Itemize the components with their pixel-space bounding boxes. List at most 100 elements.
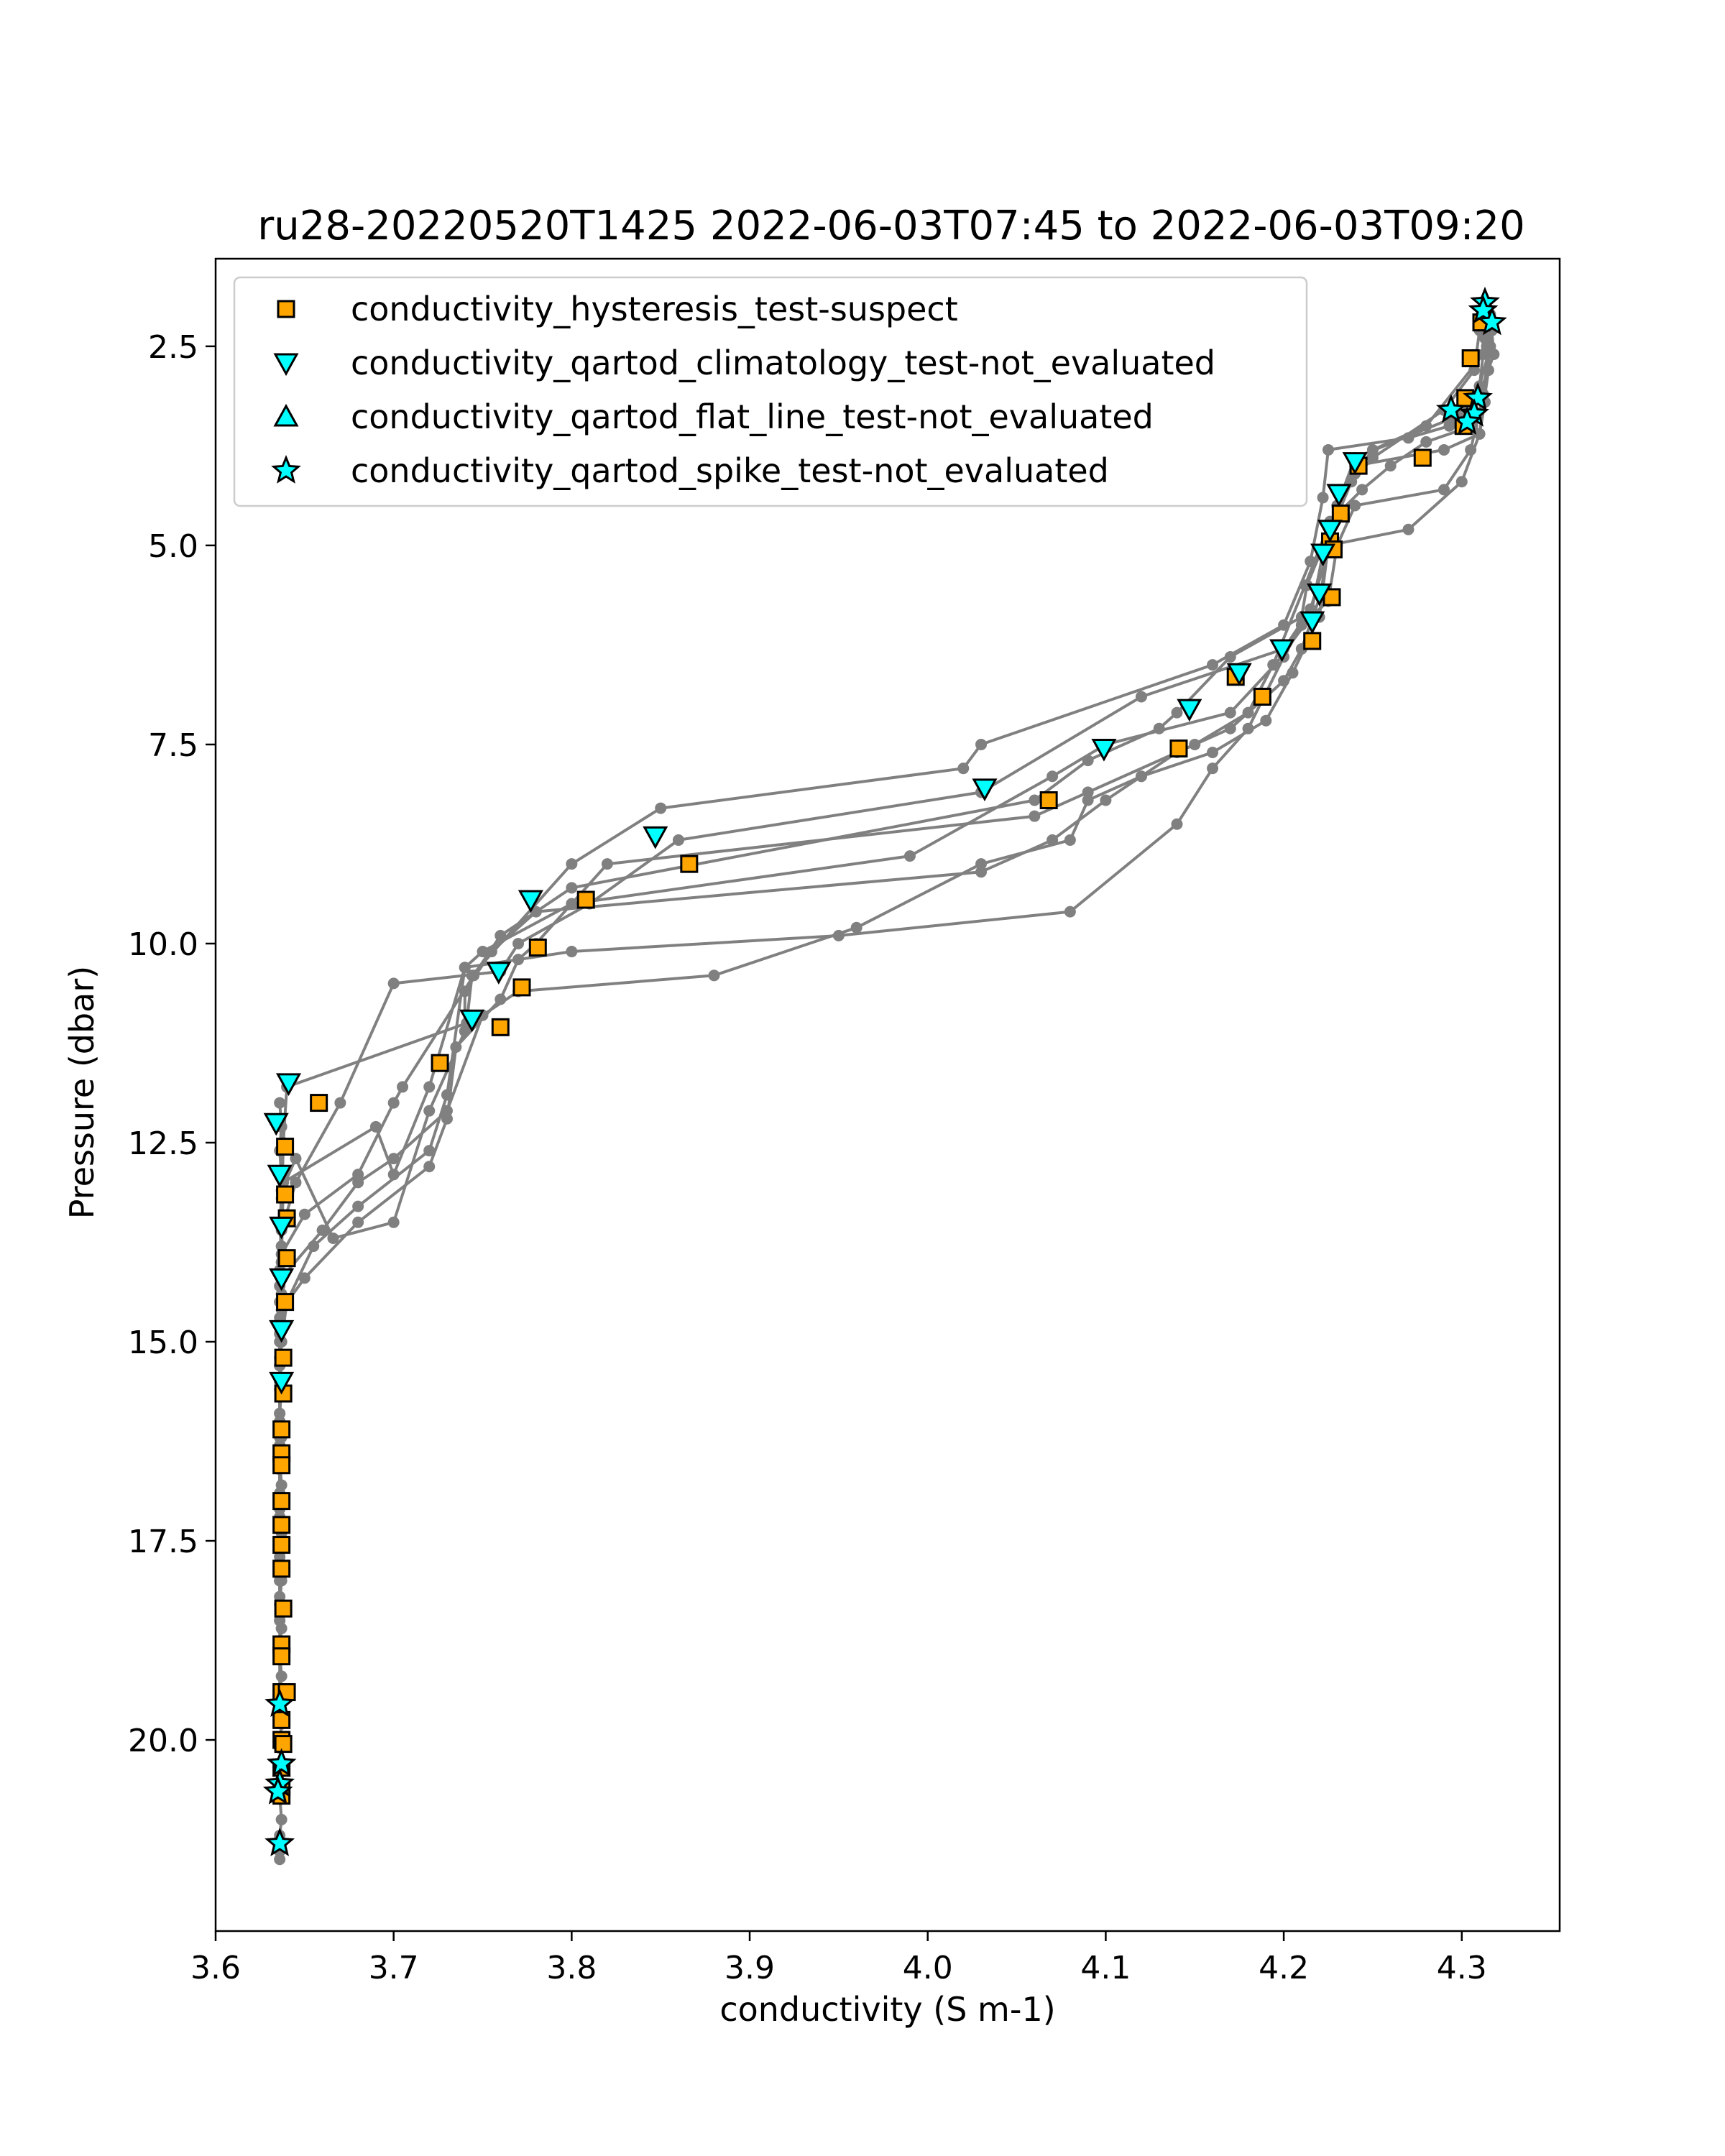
climatology-marker	[459, 1009, 485, 1033]
profile-point	[1207, 659, 1219, 671]
profile-point	[275, 1670, 288, 1682]
profile-point	[423, 1105, 436, 1117]
profile-point	[1171, 706, 1183, 719]
climatology-marker	[269, 1319, 295, 1343]
profile-point	[1322, 443, 1335, 456]
climatology-marker	[1269, 639, 1295, 663]
climatology-marker	[1342, 452, 1368, 475]
suspect-marker	[1331, 505, 1350, 523]
profile-line	[278, 346, 1489, 1493]
suspect-marker	[1039, 791, 1058, 810]
legend: conductivity_hysteresis_test-suspectcond…	[233, 276, 1308, 507]
climatology-marker	[1307, 583, 1333, 607]
profile-point	[298, 1208, 310, 1220]
climatology-marker	[1300, 611, 1325, 635]
profile-point	[352, 1176, 364, 1189]
climatology-marker	[1326, 484, 1352, 507]
legend-marker	[271, 455, 301, 484]
profile-point	[352, 1216, 364, 1228]
profile-point	[1317, 492, 1329, 504]
profile-point	[274, 1407, 286, 1419]
legend-entry-label: conductivity_qartod_climatology_test-not…	[351, 344, 1215, 382]
legend-marker	[273, 403, 299, 427]
profile-point	[275, 1813, 288, 1825]
suspect-marker	[274, 1348, 293, 1367]
chart-title: ru28-20220520T1425 2022-06-03T07:45 to 2…	[257, 203, 1524, 249]
y-tick-label: 12.5	[128, 1125, 198, 1162]
profile-point	[1100, 794, 1112, 806]
profile-point	[423, 1161, 436, 1173]
climatology-marker	[269, 1216, 295, 1240]
x-tick-label: 3.6	[190, 1950, 241, 1986]
climatology-marker	[643, 826, 668, 849]
profile-point	[1189, 738, 1201, 750]
profile-point	[387, 1153, 400, 1165]
profile-point	[1029, 810, 1041, 822]
climatology-marker	[1177, 699, 1202, 722]
suspect-marker	[272, 1536, 291, 1554]
suspect-marker	[276, 1138, 295, 1156]
x-tick-label: 3.9	[724, 1950, 775, 1986]
y-tick-label: 15.0	[128, 1325, 198, 1361]
profile-point	[512, 937, 525, 949]
profile-point	[397, 1081, 409, 1093]
profile-point	[423, 1081, 436, 1093]
profile-point	[1153, 722, 1165, 734]
suspect-marker	[274, 1735, 293, 1754]
profile-point	[274, 1853, 286, 1866]
profile-point	[1420, 436, 1432, 448]
suspect-marker	[272, 1560, 291, 1578]
profile-point	[975, 866, 988, 878]
climatology-marker	[269, 1268, 295, 1291]
x-tick-label: 3.7	[369, 1950, 419, 1986]
profile-point	[274, 1097, 286, 1109]
profile-point	[601, 858, 613, 870]
profile-point	[1295, 619, 1307, 631]
profile-point	[441, 1112, 453, 1125]
profile-point	[423, 1145, 436, 1157]
climatology-marker	[267, 1164, 293, 1188]
profile-point	[275, 1479, 288, 1491]
climatology-marker	[486, 962, 512, 985]
profile-point	[1207, 747, 1219, 759]
y-tick-label: 10.0	[128, 926, 198, 963]
y-tick-label: 2.5	[148, 329, 198, 366]
profile-point	[275, 1575, 288, 1587]
spike-marker	[1436, 394, 1466, 423]
profile-point	[494, 929, 507, 941]
profile-point	[352, 1200, 364, 1212]
plot-frame	[214, 257, 1561, 1932]
profile-point	[957, 763, 970, 775]
profile-point	[1029, 794, 1041, 806]
profile-point	[1438, 443, 1450, 456]
spike-marker	[1463, 382, 1493, 411]
profile-point	[387, 1216, 400, 1228]
climatology-marker	[1226, 663, 1252, 686]
profile-point	[387, 1097, 400, 1109]
suspect-marker	[431, 1054, 449, 1072]
profile-point	[308, 1240, 320, 1253]
profile-point	[477, 946, 489, 958]
x-axis: 3.6 3.7 3.8 3.9 4.0 4.1 4.2 4.3	[190, 1931, 1487, 1986]
climatology-marker	[1310, 543, 1336, 567]
y-axis-label: Pressure (dbar)	[63, 966, 101, 1219]
profile-point	[850, 921, 862, 934]
spike-marker	[266, 1748, 297, 1777]
profile-point	[975, 738, 988, 750]
profile-point	[1488, 348, 1500, 360]
profile-point	[1260, 714, 1272, 727]
profile-point	[459, 962, 471, 974]
profile-point	[832, 929, 845, 941]
profile-point	[1207, 763, 1219, 775]
profile-point	[1242, 722, 1254, 734]
profile-point	[352, 1169, 364, 1181]
legend-marker	[277, 300, 295, 318]
profile-point	[1287, 667, 1299, 679]
x-tick-label: 4.0	[903, 1950, 953, 1986]
y-tick-label: 17.5	[128, 1524, 198, 1560]
suspect-marker	[272, 1516, 291, 1534]
spike-marker	[264, 1828, 295, 1856]
spike-marker	[262, 1776, 293, 1805]
climatology-marker	[269, 1371, 295, 1395]
suspect-marker	[1461, 349, 1480, 368]
